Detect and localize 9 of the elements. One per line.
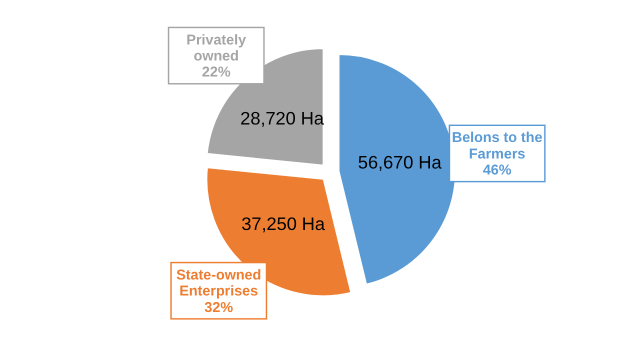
- slice-label: Privately owned: [186, 32, 246, 64]
- text: 32%: [204, 300, 234, 316]
- data-label: 37,250 Ha: [241, 214, 326, 234]
- data-label: 56,670 Ha: [358, 152, 442, 173]
- slice-label: Belons to the Farmers: [452, 130, 542, 162]
- data-label: 28,720 Ha: [240, 108, 325, 129]
- text: 22%: [202, 64, 231, 81]
- slice-label: State-owned Enterprises: [176, 267, 262, 300]
- text: 46%: [482, 162, 512, 179]
